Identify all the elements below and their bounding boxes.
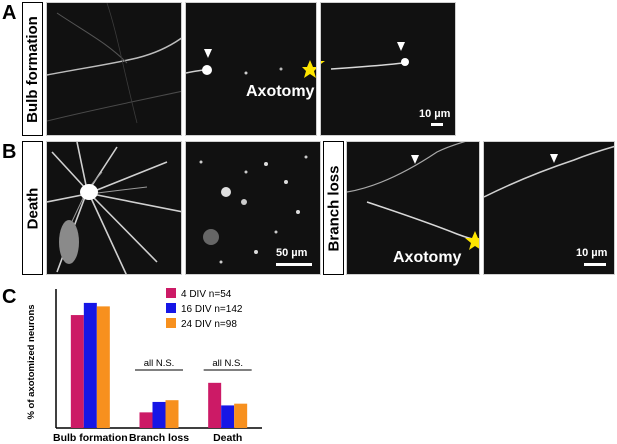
bar <box>83 302 97 428</box>
micrograph-a3: 10 µm <box>320 2 456 136</box>
arrowhead-icon <box>397 42 405 51</box>
death-label: Death <box>24 187 41 229</box>
branch-loss-label: Branch loss <box>325 165 342 251</box>
bar-chart: % of axotomized neurons Bulb formation Br… <box>26 288 262 444</box>
bar <box>152 401 166 428</box>
legend-swatch <box>166 303 176 313</box>
y-axis-label: % of axotomized neurons <box>26 304 37 419</box>
bulb-formation-label-box: Bulb formation <box>22 2 43 136</box>
bulb-formation-label: Bulb formation <box>24 15 41 123</box>
micrograph-a2: Axotomy <box>185 2 317 136</box>
micrograph-branch-2: 10 µm <box>483 141 615 275</box>
branch-loss-label-box: Branch loss <box>323 141 344 275</box>
legend-label: 16 DIV n=142 <box>181 304 243 315</box>
legend-label: 24 DIV n=98 <box>181 319 237 330</box>
category-label: Branch loss <box>129 432 189 444</box>
axotomy-label-b: Axotomy <box>393 249 462 266</box>
scale-label-branch: 10 µm <box>576 247 608 259</box>
scale-bar-branch <box>584 263 606 266</box>
micrograph-death-2: 50 µm <box>185 141 321 275</box>
death-label-box: Death <box>22 141 43 275</box>
legend-swatch <box>166 288 176 298</box>
star-icon <box>321 61 325 74</box>
bar <box>221 405 235 428</box>
bar <box>96 306 110 428</box>
micrograph-a1 <box>46 2 182 136</box>
star-icon <box>302 60 316 78</box>
bar <box>208 382 222 428</box>
bar <box>165 400 179 428</box>
legend-label: 4 DIV n=54 <box>181 289 232 300</box>
legend-swatch <box>166 318 176 328</box>
panel-letter-c: C <box>2 286 17 308</box>
category-label: Death <box>213 432 242 444</box>
scale-label-a: 10 µm <box>419 108 451 120</box>
micrograph-branch-1: Axotomy <box>346 141 480 275</box>
bar <box>70 315 84 428</box>
arrowhead-icon <box>204 49 212 58</box>
panel-letter-b: B <box>2 141 17 163</box>
significance-label: all N.S. <box>212 358 243 369</box>
bar <box>139 412 153 428</box>
axotomy-label-a: Axotomy <box>246 83 315 100</box>
bar <box>234 403 248 428</box>
star-icon <box>465 231 479 250</box>
scale-bar-death <box>276 263 312 266</box>
category-label: Bulb formation <box>53 432 128 444</box>
arrowhead-icon <box>550 154 558 163</box>
scale-label-death: 50 µm <box>276 247 308 259</box>
significance-label: all N.S. <box>144 358 175 369</box>
panel-letter-a: A <box>2 2 17 24</box>
arrowhead-icon <box>411 155 419 164</box>
micrograph-death-1 <box>46 141 182 275</box>
scale-bar-a <box>431 123 443 126</box>
